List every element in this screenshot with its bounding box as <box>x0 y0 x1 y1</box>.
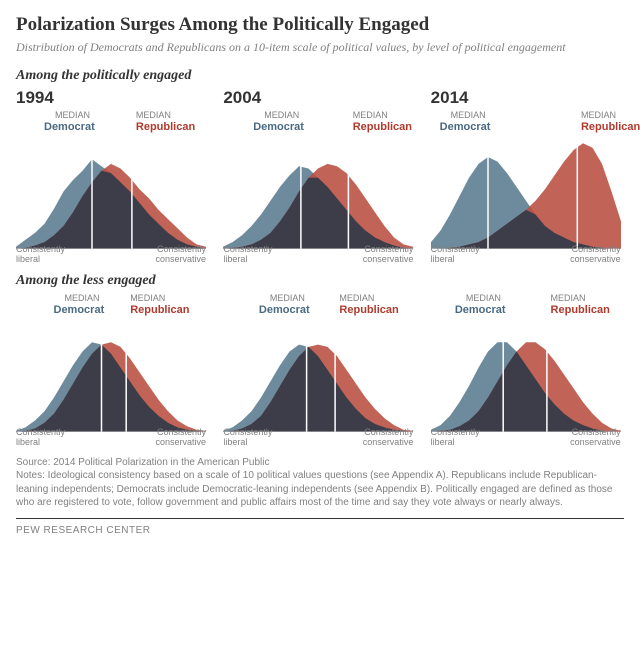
median-republican-label: MEDIANRepublican <box>551 293 610 316</box>
median-labels: MEDIANDemocrat MEDIANRepublican <box>223 110 413 136</box>
axis-left: Consistentlyliberal <box>16 428 65 448</box>
axis-left: Consistentlyliberal <box>16 245 65 265</box>
row-less: MEDIANDemocrat MEDIANRepublican Consistent… <box>16 293 624 448</box>
axis-right: Consistentlyconservative <box>363 428 414 448</box>
median-democrat-label: MEDIANDemocrat <box>259 293 305 316</box>
source-line: Source: 2014 Political Polarization in t… <box>16 456 624 470</box>
median-labels: MEDIANDemocrat MEDIANRepublican <box>16 293 206 319</box>
median-democrat-label: MEDIANDemocrat <box>455 293 501 316</box>
section-less-label: Among the less engaged <box>16 273 624 289</box>
cell-less-2004: MEDIANDemocrat MEDIANRepublican Consistent… <box>223 293 416 448</box>
axis-right: Consistentlyconservative <box>363 245 414 265</box>
year-label: 1994 <box>16 88 209 108</box>
axis-labels: Consistentlyliberal Consistentlyconservat… <box>16 245 206 265</box>
axis-labels: Consistentlyliberal Consistentlyconservat… <box>223 245 413 265</box>
year-label: 2014 <box>431 88 624 108</box>
median-labels: MEDIANDemocratMEDIANRepublican <box>431 110 621 136</box>
section-engaged-label: Among the politically engaged <box>16 68 624 84</box>
row-engaged: 1994 MEDIANDemocrat MEDIANRepublican Consi… <box>16 88 624 265</box>
median-labels: MEDIANDemocrat MEDIANRepublican <box>223 293 413 319</box>
median-democrat-label: MEDIANDemocrat <box>44 110 90 133</box>
distribution-chart <box>16 134 206 249</box>
footer-notes: Source: 2014 Political Polarization in t… <box>16 456 624 519</box>
brand-line: PEW RESEARCH CENTER <box>16 525 624 536</box>
axis-right: Consistentlyconservative <box>570 245 621 265</box>
axis-labels: Consistentlyliberal Consistentlyconservat… <box>431 428 621 448</box>
axis-labels: Consistentlyliberal Consistentlyconservat… <box>431 245 621 265</box>
median-democrat-label: MEDIANDemocrat <box>253 110 299 133</box>
cell-less-1994: MEDIANDemocrat MEDIANRepublican Consistent… <box>16 293 209 448</box>
distribution-chart <box>16 317 206 432</box>
median-republican-label: MEDIANRepublican <box>353 110 412 133</box>
axis-right: Consistentlyconservative <box>155 245 206 265</box>
cell-engaged-2004: 2004 MEDIANDemocrat MEDIANRepublican Consi… <box>223 88 416 265</box>
cell-engaged-2014: 2014 MEDIANDemocratMEDIANRepublican Consi… <box>431 88 624 265</box>
axis-right: Consistentlyconservative <box>570 428 621 448</box>
axis-right: Consistentlyconservative <box>155 428 206 448</box>
axis-left: Consistentlyliberal <box>223 245 272 265</box>
cell-engaged-1994: 1994 MEDIANDemocrat MEDIANRepublican Consi… <box>16 88 209 265</box>
notes-line: Notes: Ideological consistency based on … <box>16 469 624 510</box>
median-democrat-label: MEDIANDemocrat <box>440 110 486 133</box>
median-democrat-label: MEDIANDemocrat <box>54 293 100 316</box>
median-republican-label: MEDIANRepublican <box>339 293 398 316</box>
distribution-chart <box>223 317 413 432</box>
median-republican-label: MEDIANRepublican <box>130 293 189 316</box>
chart-subtitle: Distribution of Democrats and Republican… <box>16 40 624 56</box>
median-labels: MEDIANDemocrat MEDIANRepublican <box>431 293 621 319</box>
distribution-chart <box>431 317 621 432</box>
distribution-chart <box>223 134 413 249</box>
median-republican-label: MEDIANRepublican <box>136 110 195 133</box>
axis-left: Consistentlyliberal <box>431 245 480 265</box>
cell-less-2014: MEDIANDemocrat MEDIANRepublican Consistent… <box>431 293 624 448</box>
axis-labels: Consistentlyliberal Consistentlyconservat… <box>223 428 413 448</box>
year-label: 2004 <box>223 88 416 108</box>
axis-left: Consistentlyliberal <box>431 428 480 448</box>
axis-left: Consistentlyliberal <box>223 428 272 448</box>
distribution-chart <box>431 134 621 249</box>
axis-labels: Consistentlyliberal Consistentlyconservat… <box>16 428 206 448</box>
median-republican-label: MEDIANRepublican <box>581 110 640 133</box>
chart-title: Polarization Surges Among the Politicall… <box>16 14 624 36</box>
median-labels: MEDIANDemocrat MEDIANRepublican <box>16 110 206 136</box>
